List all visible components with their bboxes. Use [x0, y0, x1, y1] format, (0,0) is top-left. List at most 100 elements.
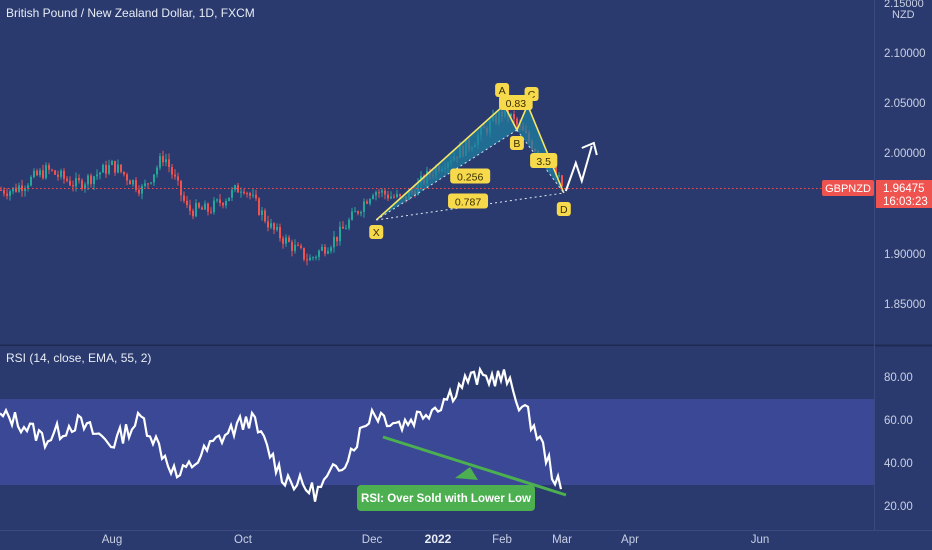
candle-body	[315, 256, 317, 258]
candle-body	[381, 190, 383, 193]
candle-body	[3, 190, 5, 194]
pattern-bd-line	[516, 129, 565, 194]
candle-body	[201, 207, 203, 210]
candle-body	[93, 176, 95, 185]
candle-body	[186, 200, 188, 206]
price-badge-value: 1.96475	[883, 183, 925, 195]
pattern-xd-line	[376, 192, 564, 221]
rsi-tick-label: 20.00	[884, 501, 913, 513]
candle-body	[15, 187, 17, 192]
candle-body	[114, 160, 116, 173]
candle-body	[156, 167, 158, 175]
pattern-ratio-label: 0.256	[457, 172, 483, 184]
candle-body	[369, 198, 371, 204]
candle-body	[561, 175, 563, 187]
candle-body	[192, 210, 194, 217]
candle-body	[345, 228, 347, 230]
candle-body	[120, 164, 122, 172]
candle-body	[390, 196, 392, 199]
time-axis-label: Feb	[492, 534, 512, 546]
candle-body	[132, 180, 134, 185]
candle-body	[204, 203, 206, 210]
price-axis-currency: NZD	[892, 9, 915, 21]
time-axis-label-year: 2022	[425, 532, 452, 546]
candle-body	[90, 175, 92, 185]
candle-body	[159, 156, 161, 168]
candle-body	[378, 192, 380, 194]
candle-body	[348, 219, 350, 229]
candle-body	[36, 170, 38, 176]
candle-body	[285, 237, 287, 244]
candle-body	[51, 169, 53, 171]
rsi-annotation-box[interactable]	[357, 485, 535, 511]
chart-title: British Pound / New Zealand Dollar, 1D, …	[6, 6, 255, 20]
candle-body	[75, 178, 77, 187]
candle-body	[18, 185, 20, 192]
candle-body	[63, 170, 65, 179]
candle-body	[327, 251, 329, 254]
candle-body	[174, 174, 176, 177]
candle-body	[60, 170, 62, 177]
candle-body	[183, 195, 185, 201]
candle-body	[387, 194, 389, 199]
candle-body	[24, 188, 26, 191]
candle-body	[516, 118, 518, 125]
candle-body	[258, 198, 260, 215]
candle-body	[234, 185, 236, 190]
candle-body	[372, 195, 374, 199]
candle-body	[195, 203, 197, 217]
candle-body	[321, 246, 323, 251]
candle-body	[312, 257, 314, 259]
candle-body	[189, 205, 191, 211]
pattern-ratio-label: 0.787	[455, 197, 481, 209]
candle-body	[375, 192, 377, 196]
candle-body	[30, 176, 32, 186]
candle-body	[48, 165, 50, 170]
candle-body	[72, 185, 74, 187]
pattern-point-label: B	[513, 138, 520, 150]
candle-body	[366, 201, 368, 204]
candle-body	[111, 160, 113, 165]
pattern-ratio-badge	[448, 193, 489, 209]
candle-body	[288, 237, 290, 242]
candle-body	[102, 164, 104, 173]
time-axis-label: Jun	[751, 534, 770, 546]
pattern-ratio-badge	[450, 168, 491, 184]
candle-body	[240, 191, 242, 193]
candle-body	[129, 180, 131, 185]
candle-body	[354, 211, 356, 213]
candle-body	[0, 190, 2, 191]
pattern-point-badge	[369, 225, 384, 239]
candle-body	[144, 183, 146, 186]
candle-body	[57, 174, 59, 177]
candle-body	[330, 247, 332, 252]
price-tick-label: 2.10000	[884, 48, 926, 60]
projection-arrow-line	[564, 145, 593, 192]
candle-body	[399, 194, 401, 196]
pattern-ratio-label: 0.83	[506, 98, 527, 110]
candle-body	[39, 170, 41, 176]
time-axis-label: Oct	[234, 534, 253, 546]
candle-body	[150, 182, 152, 184]
symbol-badge[interactable]	[822, 180, 874, 196]
candle-body	[294, 244, 296, 251]
candle-body	[339, 226, 341, 242]
candle-body	[558, 175, 560, 177]
candle-body	[96, 174, 98, 177]
candle-body	[168, 159, 170, 167]
candle-body	[306, 259, 308, 261]
candle-body	[255, 194, 257, 199]
candle-body	[45, 165, 47, 179]
candle-body	[363, 201, 365, 213]
candle-body	[276, 226, 278, 230]
price-badge	[876, 180, 932, 208]
pattern-point-label: C	[528, 89, 536, 101]
candle-body	[198, 203, 200, 208]
candle-body	[318, 250, 320, 257]
candle-body	[21, 185, 23, 191]
candle-body	[555, 166, 557, 177]
price-tick-label: 1.90000	[884, 249, 926, 261]
candle-body	[147, 183, 149, 185]
